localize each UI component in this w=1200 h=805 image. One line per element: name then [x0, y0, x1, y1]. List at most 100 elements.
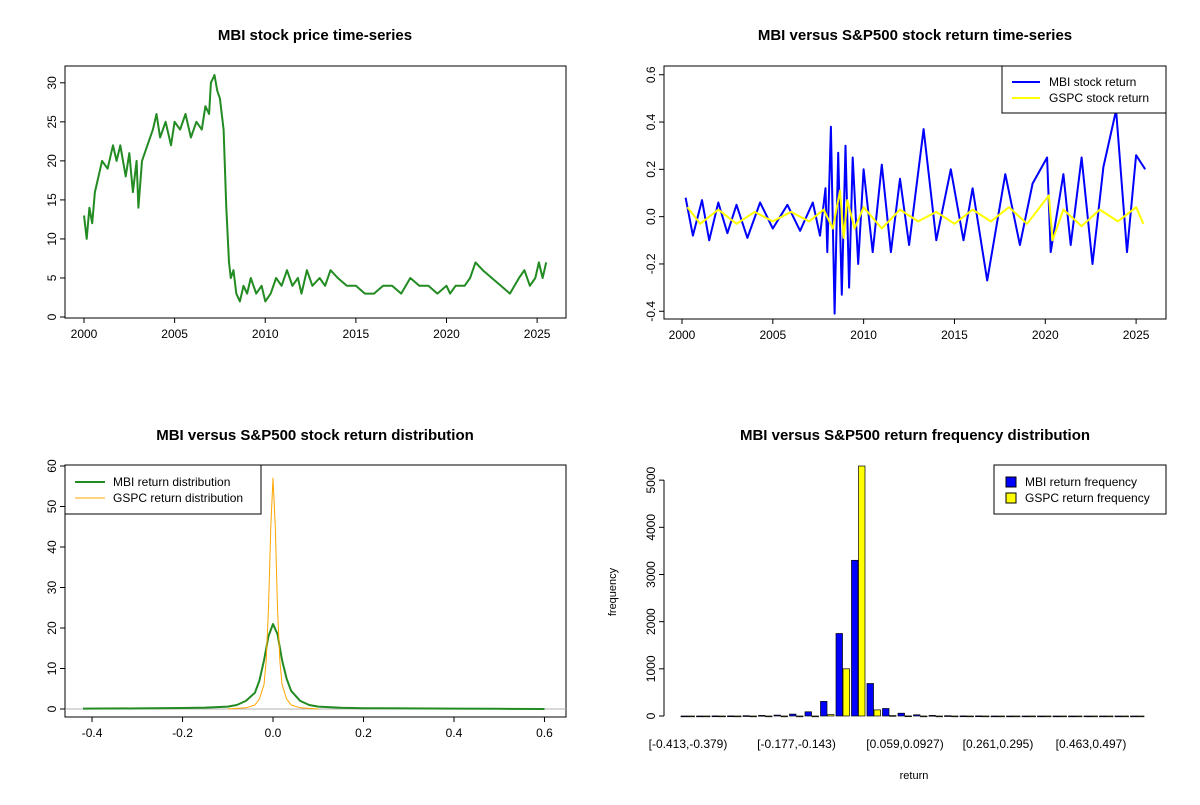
series-line-gspc-stock-return [686, 189, 1145, 242]
bar-gspc [1121, 715, 1129, 718]
bar-mbi [913, 714, 921, 717]
y-tick-label: 0.0 [644, 208, 658, 225]
y-tick-label: 5000 [644, 466, 658, 493]
bar-mbi [882, 708, 890, 717]
bar-gspc [749, 715, 757, 718]
bar-mbi [1052, 715, 1060, 718]
bar-gspc [827, 714, 835, 717]
y-axis-label: frequency [607, 567, 619, 616]
bar-mbi [711, 715, 719, 718]
bar-gspc [951, 715, 959, 718]
bar-mbi [1114, 715, 1122, 718]
x-tick-label: 2015 [343, 327, 370, 341]
bar-gspc [796, 715, 804, 718]
legend: MBI stock return GSPC stock return [1001, 65, 1167, 114]
bar-mbi [1006, 715, 1014, 718]
panel-return-timeseries: MBI versus S&P500 stock return time-seri… [644, 27, 1167, 342]
legend: MBI return frequency GSPC return frequen… [993, 464, 1167, 515]
bar-mbi [820, 701, 828, 717]
y-tick-label: 50 [45, 500, 59, 514]
x-tick-label: -0.2 [172, 726, 193, 740]
chart-title: MBI stock price time-series [218, 27, 412, 44]
x-tick-label: -0.4 [82, 726, 103, 740]
panel-frequency-distribution: MBI versus S&P500 return frequency distr… [607, 427, 1167, 782]
bar-gspc [1090, 715, 1098, 718]
bar-mbi [1130, 715, 1138, 718]
bar-gspc [889, 715, 897, 717]
y-tick-label: 20 [45, 621, 59, 635]
bar-gspc [935, 715, 943, 718]
legend-label-mbi: MBI return distribution [113, 475, 230, 489]
legend: MBI return distribution GSPC return dist… [64, 464, 262, 515]
x-tick-label: [0.261,0.295) [963, 737, 1034, 751]
y-tick-label: 30 [45, 76, 59, 90]
y-tick-label: 5 [45, 274, 59, 281]
bar-gspc [904, 715, 912, 718]
y-tick-label: 4000 [644, 514, 658, 541]
bar-mbi [1037, 715, 1045, 718]
bar-gspc [703, 715, 711, 718]
bar-mbi [696, 715, 704, 718]
bar-gspc [687, 715, 695, 718]
y-tick-label: 0 [45, 705, 59, 712]
x-tick-label: [0.463,0.497) [1056, 737, 1127, 751]
bar-mbi [851, 559, 859, 717]
x-tick-label: 2010 [850, 328, 877, 342]
chart-title: MBI versus S&P500 stock return time-seri… [758, 27, 1072, 44]
x-tick-label: 2000 [71, 327, 98, 341]
bar-gspc [811, 715, 819, 718]
legend-swatch-gspc [1005, 492, 1017, 504]
bar-mbi [835, 633, 843, 717]
bar-mbi [928, 715, 936, 717]
bar-mbi [758, 715, 766, 717]
x-tick-label: 0.4 [446, 726, 463, 740]
x-tick-label: 2000 [669, 328, 696, 342]
y-tick-label: 20 [45, 154, 59, 168]
bar-mbi [727, 715, 735, 718]
bar-gspc [1013, 715, 1021, 718]
legend-swatch-mbi [1005, 476, 1017, 488]
legend-box [1001, 65, 1167, 114]
x-tick-label: 2020 [433, 327, 460, 341]
y-tick-label: 40 [45, 540, 59, 554]
bar-mbi [944, 715, 952, 717]
bar-gspc [982, 715, 990, 718]
bar-mbi [773, 714, 781, 717]
bar-mbi [1068, 715, 1076, 718]
legend-label-gspc: GSPC return frequency [1025, 491, 1150, 505]
x-tick-label: 2005 [759, 328, 786, 342]
bar-gspc [920, 715, 928, 718]
bar-gspc [997, 715, 1005, 718]
bar-gspc [842, 668, 850, 717]
bar-mbi [1099, 715, 1107, 718]
bar-mbi [1021, 715, 1029, 718]
x-tick-label: 0.2 [355, 726, 372, 740]
bar-mbi [959, 715, 967, 718]
bar-gspc [966, 715, 974, 718]
legend-label-gspc: GSPC stock return [1049, 91, 1149, 105]
bar-gspc [1028, 715, 1036, 718]
bar-gspc [1137, 715, 1145, 718]
bar-gspc [1059, 715, 1067, 718]
x-tick-label: 0.6 [536, 726, 553, 740]
bar-mbi [897, 712, 905, 717]
y-tick-label: 15 [45, 193, 59, 207]
x-tick-label: 2025 [524, 327, 551, 341]
legend-label-mbi: MBI return frequency [1025, 475, 1137, 489]
x-tick-label: 0.0 [265, 726, 282, 740]
bar-mbi [975, 715, 983, 718]
y-tick-label: 0.4 [644, 113, 658, 130]
x-tick-label: 2020 [1032, 328, 1059, 342]
bar-gspc [873, 709, 881, 717]
legend-label-gspc: GSPC return distribution [113, 491, 243, 505]
x-tick-label: [0.059,0.0927) [866, 737, 943, 751]
bar-mbi [680, 715, 688, 718]
x-axis-label: return [900, 770, 929, 782]
y-tick-label: 10 [45, 232, 59, 246]
y-tick-label: 0 [45, 313, 59, 320]
bar-mbi [742, 715, 750, 717]
legend-label-mbi: MBI stock return [1049, 75, 1136, 89]
y-tick-label: 60 [45, 459, 59, 473]
panel-return-distribution: MBI versus S&P500 stock return distribut… [45, 427, 567, 740]
